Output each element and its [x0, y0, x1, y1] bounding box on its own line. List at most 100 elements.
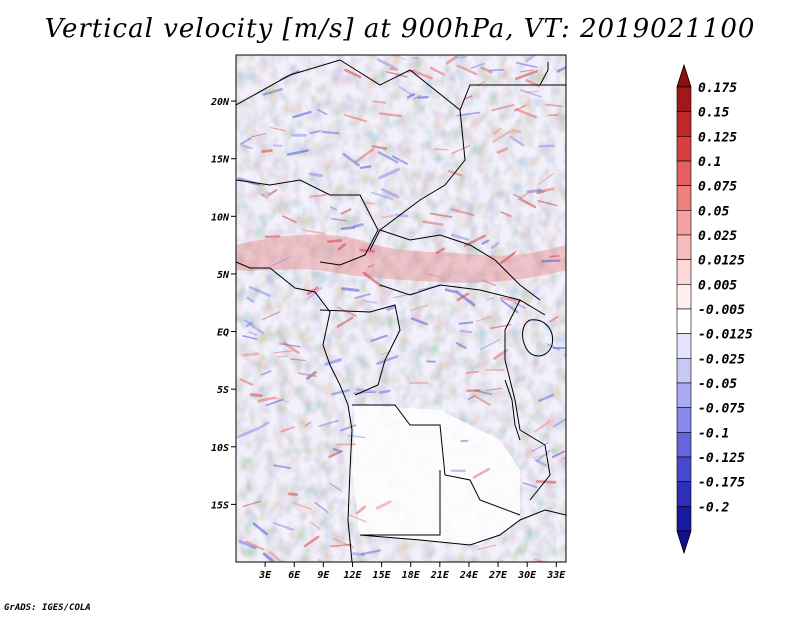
velocity-swath: [360, 549, 381, 556]
velocity-swath: [391, 155, 408, 165]
velocity-swath: [429, 212, 453, 218]
velocity-swath: [260, 370, 272, 376]
velocity-swath: [262, 87, 283, 96]
velocity-swath: [375, 500, 392, 510]
velocity-swath: [509, 135, 525, 147]
velocity-swath: [309, 521, 321, 530]
velocity-swath: [314, 501, 329, 514]
velocity-swath: [329, 206, 338, 211]
velocity-swath: [413, 94, 421, 100]
colorbar-label: 0.005: [698, 278, 737, 293]
velocity-swath: [510, 250, 517, 256]
velocity-swath: [445, 55, 459, 65]
velocity-swath: [302, 229, 326, 235]
colorbar-label: 0.05: [698, 204, 729, 219]
velocity-swath: [549, 316, 559, 323]
velocity-swath: [240, 137, 252, 145]
velocity-swath: [417, 95, 429, 99]
velocity-swath: [456, 111, 481, 117]
colorbar-bottom-arrow: [676, 530, 692, 555]
velocity-swath: [340, 208, 352, 215]
velocity-swath: [306, 286, 323, 300]
boundaries: [236, 59, 566, 562]
colorbar-swatch: [676, 185, 692, 211]
lon-tick-label: 9E: [317, 570, 330, 581]
velocity-swath: [480, 339, 500, 350]
colorbar-label: -0.1: [698, 426, 729, 441]
velocity-swath: [493, 127, 502, 135]
velocity-swath: [257, 421, 270, 430]
colorbar-swatch: [676, 160, 692, 186]
colorbar-swatch: [676, 506, 692, 532]
lon-tick-label: 30E: [517, 570, 537, 581]
velocity-swath: [340, 226, 355, 231]
colorbar-top-arrow: [676, 63, 692, 88]
velocity-swath: [242, 500, 261, 508]
velocity-swath: [376, 58, 395, 69]
colorbar-swatch: [676, 234, 692, 260]
colorbar-label: -0.005: [698, 303, 745, 318]
velocity-swath: [491, 104, 515, 112]
velocity-swath: [556, 65, 566, 73]
velocity-swath: [385, 71, 408, 78]
velocity-swath: [367, 264, 375, 268]
velocity-swath: [537, 173, 555, 185]
velocity-swath: [544, 103, 563, 108]
velocity-swath: [304, 421, 312, 427]
lon-tick-label: 27E: [488, 570, 508, 581]
lon-tick-label: 12E: [343, 570, 362, 581]
velocity-swath: [511, 128, 522, 134]
velocity-swath: [306, 286, 319, 296]
border-car-drc: [379, 284, 546, 316]
lon-tick-label: 21E: [430, 570, 450, 581]
velocity-swath: [242, 335, 258, 340]
velocity-swath: [331, 389, 350, 396]
velocity-swath: [268, 550, 284, 562]
colorbar-label: -0.025: [698, 352, 745, 367]
velocity-swath: [274, 350, 294, 354]
velocity-swath: [309, 193, 328, 198]
velocity-swath: [342, 152, 360, 167]
velocity-swath: [262, 311, 281, 321]
velocity-swath: [409, 304, 428, 312]
border-east-africa: [504, 299, 551, 501]
velocity-swath: [477, 544, 496, 551]
velocity-swath: [522, 482, 538, 489]
velocity-swath: [552, 417, 566, 428]
velocity-swath: [298, 372, 317, 378]
velocity-swath: [491, 130, 512, 143]
velocity-swath: [519, 69, 534, 73]
velocity-swath: [450, 233, 469, 241]
velocity-swath: [395, 213, 409, 218]
velocity-swath: [362, 299, 378, 304]
velocity-swath: [239, 378, 254, 386]
colorbar-swatch: [676, 210, 692, 236]
velocity-swath: [292, 501, 313, 510]
velocity-swath: [411, 57, 419, 60]
velocity-swath: [487, 297, 495, 301]
colorbar-label: 0.15: [698, 106, 729, 121]
velocity-swath: [344, 68, 362, 79]
velocity-swath: [460, 329, 473, 334]
velocity-swath: [531, 442, 549, 452]
velocity-swath: [451, 144, 471, 155]
lon-tick-label: 6E: [288, 570, 301, 581]
velocity-swath: [257, 396, 276, 403]
velocity-swath: [265, 398, 284, 407]
velocity-swath: [370, 334, 388, 342]
velocity-swath: [376, 355, 399, 365]
border-north-east: [539, 62, 549, 86]
velocity-swath: [362, 271, 383, 288]
lat-tick-label: EQ: [217, 328, 229, 339]
colorbar-label: -0.0125: [698, 328, 753, 343]
colorbar-swatch: [676, 136, 692, 162]
velocity-swath: [537, 393, 555, 403]
velocity-swath: [262, 552, 274, 562]
velocity-swath: [260, 193, 268, 199]
lat-tick-label: 20N: [210, 97, 230, 108]
velocity-swath: [290, 358, 306, 362]
velocity-swath: [455, 55, 468, 59]
velocity-swath: [515, 61, 538, 69]
colorbar-swatch: [676, 284, 692, 310]
velocity-swath: [433, 148, 449, 151]
